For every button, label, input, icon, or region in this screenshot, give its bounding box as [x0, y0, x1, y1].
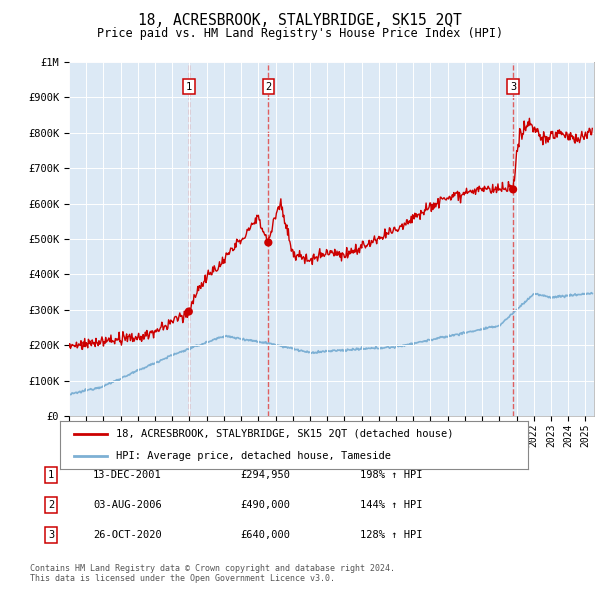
Text: 13-DEC-2001: 13-DEC-2001	[93, 470, 162, 480]
Text: 1: 1	[48, 470, 54, 480]
Text: 198% ↑ HPI: 198% ↑ HPI	[360, 470, 422, 480]
Text: 1: 1	[185, 82, 192, 91]
Text: £490,000: £490,000	[240, 500, 290, 510]
Text: 18, ACRESBROOK, STALYBRIDGE, SK15 2QT (detached house): 18, ACRESBROOK, STALYBRIDGE, SK15 2QT (d…	[116, 429, 454, 439]
Text: £640,000: £640,000	[240, 530, 290, 540]
Text: Price paid vs. HM Land Registry's House Price Index (HPI): Price paid vs. HM Land Registry's House …	[97, 27, 503, 40]
Point	[263, 238, 273, 247]
Text: 144% ↑ HPI: 144% ↑ HPI	[360, 500, 422, 510]
Text: 2: 2	[48, 500, 54, 510]
Text: 3: 3	[48, 530, 54, 540]
Point	[184, 307, 194, 316]
Text: HPI: Average price, detached house, Tameside: HPI: Average price, detached house, Tame…	[116, 451, 391, 461]
Text: 128% ↑ HPI: 128% ↑ HPI	[360, 530, 422, 540]
Point	[508, 185, 518, 194]
Text: This data is licensed under the Open Government Licence v3.0.: This data is licensed under the Open Gov…	[30, 574, 335, 583]
Text: 26-OCT-2020: 26-OCT-2020	[93, 530, 162, 540]
Text: 3: 3	[510, 82, 516, 91]
Text: 2: 2	[265, 82, 271, 91]
Text: 18, ACRESBROOK, STALYBRIDGE, SK15 2QT: 18, ACRESBROOK, STALYBRIDGE, SK15 2QT	[138, 13, 462, 28]
Text: Contains HM Land Registry data © Crown copyright and database right 2024.: Contains HM Land Registry data © Crown c…	[30, 565, 395, 573]
Text: £294,950: £294,950	[240, 470, 290, 480]
Text: 03-AUG-2006: 03-AUG-2006	[93, 500, 162, 510]
